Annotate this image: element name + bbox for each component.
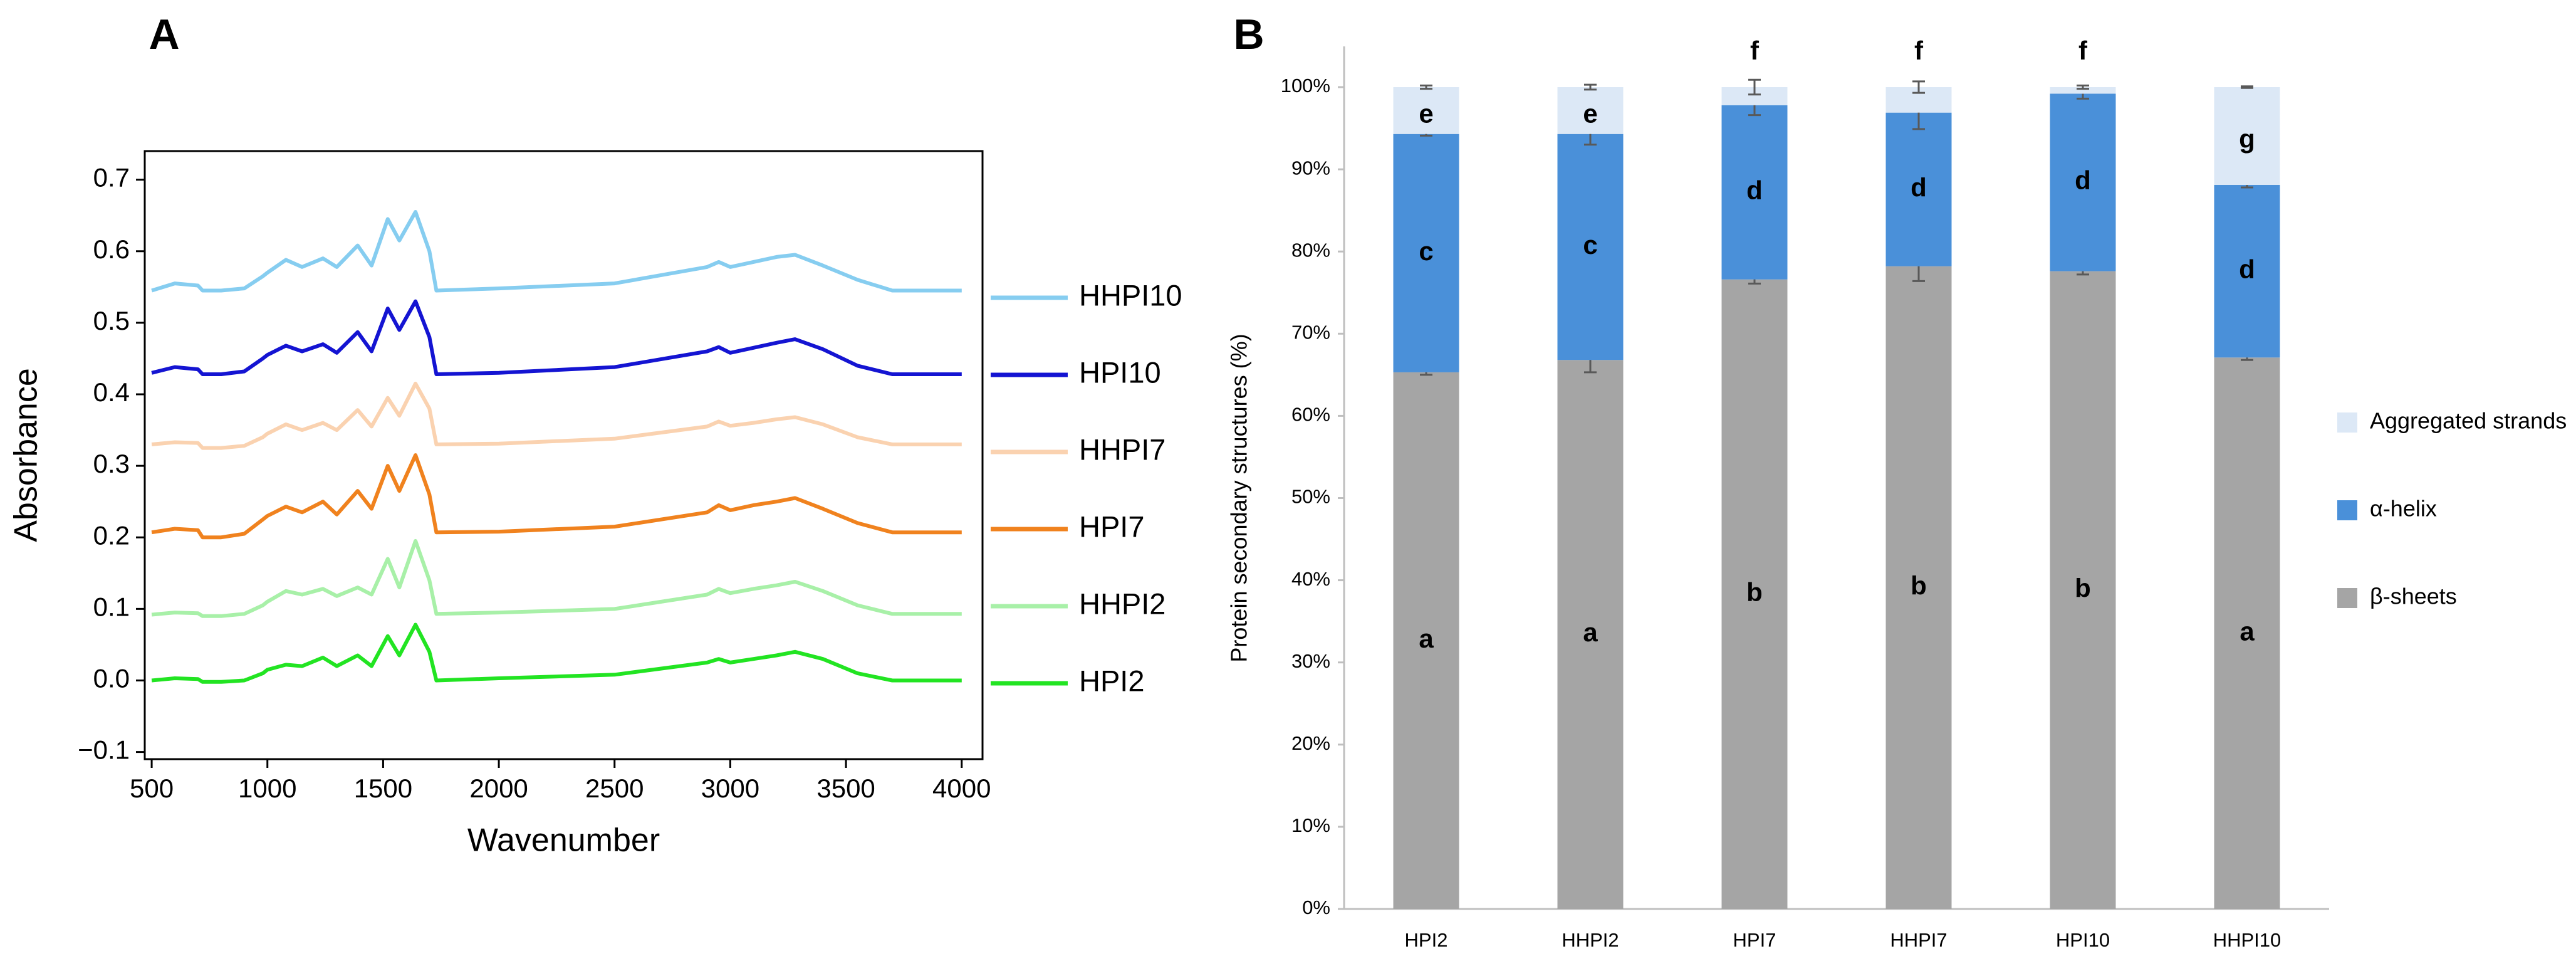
y-tick-label: 0% xyxy=(1302,896,1330,918)
significance-letter: c xyxy=(1583,230,1597,260)
x-tick-label: 1000 xyxy=(238,774,296,803)
spectrum-line xyxy=(151,299,962,376)
x-tick-label: 500 xyxy=(130,774,174,803)
legend-swatch xyxy=(2337,412,2357,433)
bar-segment xyxy=(1721,105,1788,280)
bar-segment xyxy=(1393,87,1459,134)
significance-letter: e xyxy=(1583,98,1597,128)
bar-segment xyxy=(2050,93,2116,271)
panel-label: A xyxy=(149,11,179,58)
x-tick-label: 3500 xyxy=(816,774,875,803)
y-tick-label: 0.2 xyxy=(93,520,130,550)
y-tick-label: 0.3 xyxy=(93,449,130,478)
x-axis-label: Wavenumber xyxy=(467,822,660,859)
significance-letter: d xyxy=(2075,165,2091,195)
x-tick-label: HHPI2 xyxy=(1562,929,1619,951)
significance-letter: f xyxy=(1914,36,1924,65)
y-tick-label: 0.4 xyxy=(93,377,130,407)
significance-letter: d xyxy=(1746,176,1763,205)
x-tick-label: HPI7 xyxy=(1733,929,1776,951)
x-tick-label: HHPI7 xyxy=(1890,929,1947,951)
panel-label: B xyxy=(1233,11,1264,58)
legend-swatch xyxy=(2337,588,2357,608)
significance-letter: g xyxy=(2239,124,2255,154)
y-tick-label: 0.6 xyxy=(93,234,130,264)
significance-letter: f xyxy=(1750,36,1760,65)
y-tick-label: 50% xyxy=(1291,486,1330,508)
y-tick-label: −0.1 xyxy=(78,735,130,765)
bar-segment xyxy=(2050,87,2116,94)
y-tick-label: 0.1 xyxy=(93,592,130,621)
x-tick-label: 2500 xyxy=(585,774,644,803)
spectrum-line xyxy=(151,622,962,684)
legend-label: Aggregated strands xyxy=(2370,408,2567,434)
bar-segment xyxy=(2214,185,2280,358)
legend-label: HPI2 xyxy=(1079,664,1145,697)
y-tick-label: 30% xyxy=(1291,650,1330,672)
significance-letter: d xyxy=(2239,255,2255,284)
bar-segment xyxy=(2214,357,2280,909)
y-tick-label: 70% xyxy=(1291,321,1330,343)
spectrum-line xyxy=(151,538,962,618)
significance-letter: b xyxy=(1746,577,1763,607)
spectrum-line xyxy=(151,381,962,450)
y-tick-label: 20% xyxy=(1291,732,1330,754)
spectrum-line xyxy=(151,210,962,293)
y-tick-label: 80% xyxy=(1291,239,1330,261)
spectrum-line xyxy=(151,453,962,540)
x-tick-label: 2000 xyxy=(469,774,528,803)
y-tick-label: 0.0 xyxy=(93,664,130,693)
legend-label: α-helix xyxy=(2370,496,2437,522)
legend-label: HHPI7 xyxy=(1079,433,1165,466)
bar-segment xyxy=(1721,279,1788,909)
x-tick-label: 1500 xyxy=(354,774,412,803)
x-tick-label: HPI10 xyxy=(2056,929,2110,951)
significance-letter: b xyxy=(2075,573,2091,602)
x-tick-label: HPI2 xyxy=(1405,929,1448,951)
bar-segment xyxy=(1885,266,1952,910)
legend-label: HHPI10 xyxy=(1079,278,1182,312)
bar-segment xyxy=(1885,112,1952,266)
bar-segment xyxy=(1557,134,1624,360)
bar-segment xyxy=(2050,271,2116,909)
y-tick-label: 90% xyxy=(1291,157,1330,179)
y-tick-label: 60% xyxy=(1291,404,1330,426)
legend-label: HPI7 xyxy=(1079,510,1145,543)
bar-segment xyxy=(1393,372,1459,909)
y-tick-label: 0.5 xyxy=(93,306,130,335)
legend-label: HPI10 xyxy=(1079,355,1161,389)
plot-frame xyxy=(143,150,984,760)
bar-segment xyxy=(2214,87,2280,186)
significance-letter: a xyxy=(2240,616,2255,646)
significance-letter: a xyxy=(1419,624,1434,653)
significance-letter: a xyxy=(1583,617,1598,647)
x-tick-label: 3000 xyxy=(701,774,759,803)
bar-segment xyxy=(1557,87,1624,134)
significance-letter: f xyxy=(2078,36,2088,65)
bar-segment xyxy=(1393,134,1459,372)
significance-letter: e xyxy=(1419,98,1433,128)
y-tick-label: 10% xyxy=(1291,814,1330,836)
y-tick-label: 40% xyxy=(1291,568,1330,590)
legend-label: β-sheets xyxy=(2370,584,2457,609)
legend-swatch xyxy=(2337,500,2357,520)
significance-letter: c xyxy=(1419,236,1433,266)
y-axis-label: Protein secondary structures (%) xyxy=(1226,333,1252,662)
significance-letter: d xyxy=(1911,172,1927,202)
y-tick-label: 100% xyxy=(1281,75,1330,97)
y-axis-label: Absorbance xyxy=(8,368,44,542)
x-tick-label: 4000 xyxy=(932,774,991,803)
legend-label: HHPI2 xyxy=(1079,587,1165,620)
bar-segment xyxy=(1557,360,1624,909)
x-tick-label: HHPI10 xyxy=(2213,929,2281,951)
y-tick-label: 0.7 xyxy=(93,163,130,192)
significance-letter: b xyxy=(1911,570,1927,600)
